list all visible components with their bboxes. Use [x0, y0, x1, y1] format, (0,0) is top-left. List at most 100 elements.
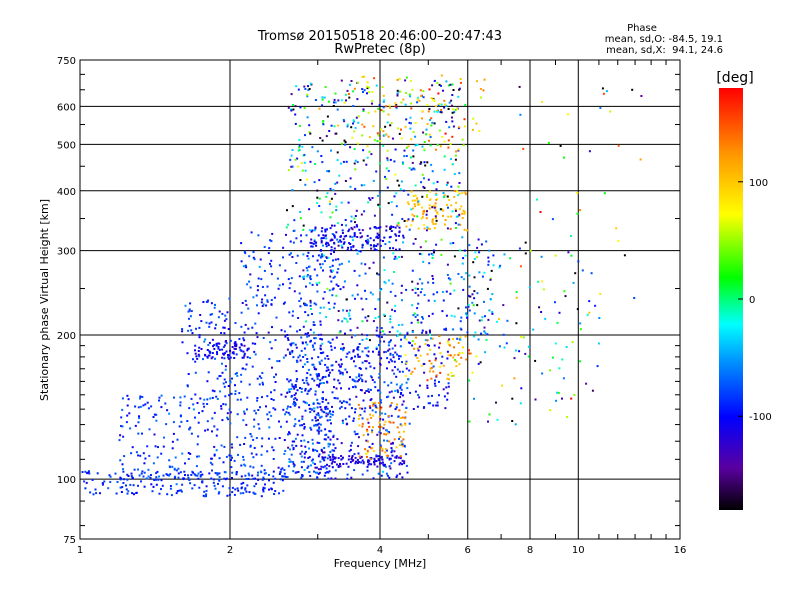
scatter-point	[314, 226, 317, 229]
scatter-point	[253, 447, 256, 449]
scatter-point	[274, 490, 277, 492]
scatter-point	[425, 217, 428, 220]
scatter-point	[314, 163, 317, 165]
scatter-point	[378, 459, 381, 462]
scatter-point	[343, 120, 346, 123]
scatter-point	[222, 382, 225, 385]
scatter-point	[179, 414, 182, 417]
scatter-point	[119, 459, 122, 462]
scatter-point	[389, 457, 391, 460]
scatter-point	[364, 360, 367, 363]
scatter-point	[298, 124, 301, 127]
scatter-point	[206, 420, 209, 423]
scatter-point	[376, 243, 379, 246]
scatter-point	[372, 245, 375, 248]
scatter-point	[401, 416, 404, 419]
scatter-point	[384, 282, 387, 285]
scatter-point	[333, 449, 336, 452]
scatter-point	[472, 304, 475, 307]
scatter-point	[292, 385, 295, 388]
scatter-point	[324, 456, 327, 459]
scatter-point	[395, 476, 398, 478]
scatter-point	[138, 474, 141, 477]
scatter-point	[414, 135, 417, 138]
scatter-point	[422, 213, 424, 216]
scatter-point	[223, 385, 226, 388]
scatter-point	[258, 265, 261, 268]
scatter-point	[330, 422, 332, 425]
scatter-point	[417, 227, 420, 230]
scatter-point	[192, 408, 195, 411]
scatter-point	[218, 491, 221, 494]
scatter-point	[579, 209, 582, 212]
scatter-point	[396, 330, 399, 333]
scatter-point	[375, 460, 378, 462]
scatter-point	[200, 348, 203, 350]
scatter-point	[412, 149, 415, 152]
scatter-point	[262, 476, 265, 479]
scatter-point	[445, 327, 447, 330]
scatter-point	[240, 311, 243, 314]
scatter-point	[171, 465, 174, 468]
scatter-point	[323, 291, 326, 294]
scatter-point	[315, 419, 318, 422]
x-axis-label: Frequency [MHz]	[334, 557, 426, 570]
scatter-point	[329, 415, 332, 418]
scatter-point	[400, 383, 403, 386]
scatter-point	[303, 382, 306, 384]
scatter-point	[382, 418, 385, 421]
scatter-point	[434, 357, 437, 360]
scatter-point	[311, 357, 313, 360]
scatter-point	[238, 392, 241, 395]
scatter-point	[372, 404, 375, 407]
scatter-point	[332, 287, 335, 290]
scatter-point	[409, 79, 412, 82]
scatter-point	[342, 373, 344, 376]
scatter-point	[309, 474, 312, 477]
scatter-point	[422, 131, 425, 134]
scatter-point	[398, 77, 401, 80]
scatter-point	[305, 304, 308, 307]
scatter-point	[121, 486, 124, 489]
scatter-point	[347, 246, 350, 249]
scatter-point	[527, 345, 530, 348]
scatter-point	[316, 384, 319, 387]
scatter-point	[414, 205, 417, 208]
scatter-point	[144, 457, 147, 460]
scatter-point	[316, 441, 319, 444]
scatter-point	[230, 454, 233, 457]
scatter-point	[462, 288, 465, 291]
scatter-point	[369, 406, 372, 409]
scatter-point	[367, 355, 370, 358]
scatter-point	[417, 360, 420, 362]
scatter-point	[260, 377, 263, 379]
scatter-point	[300, 444, 303, 447]
scatter-point	[466, 331, 469, 334]
scatter-point	[217, 482, 219, 485]
scatter-point	[431, 121, 434, 124]
scatter-point	[435, 219, 438, 222]
scatter-point	[213, 390, 216, 393]
scatter-point	[294, 423, 297, 426]
scatter-point	[292, 310, 294, 313]
scatter-point	[368, 150, 371, 153]
scatter-point	[289, 240, 292, 243]
scatter-point	[414, 390, 417, 393]
scatter-point	[431, 394, 433, 397]
scatter-point	[495, 401, 497, 404]
chart-title: Tromsø 20150518 20:46:00–20:47:43	[257, 29, 502, 44]
scatter-point	[147, 407, 150, 410]
scatter-point	[231, 477, 233, 479]
scatter-point	[234, 344, 236, 347]
scatter-point	[303, 426, 306, 428]
scatter-point	[146, 445, 149, 448]
scatter-point	[353, 130, 356, 133]
scatter-point	[323, 451, 326, 454]
scatter-point	[455, 201, 458, 204]
scatter-point	[320, 415, 323, 418]
scatter-point	[388, 391, 391, 394]
scatter-point	[426, 226, 429, 229]
scatter-point	[336, 181, 339, 184]
scatter-point	[309, 282, 311, 285]
scatter-point	[438, 335, 441, 337]
